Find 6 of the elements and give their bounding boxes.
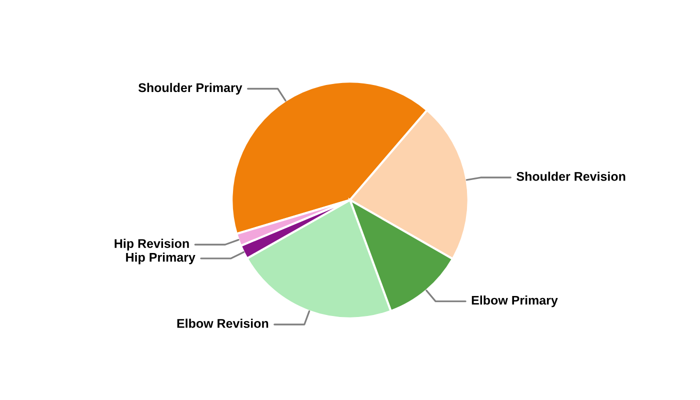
slice-label: Shoulder Revision: [516, 172, 626, 181]
slice-label: Elbow Revision: [177, 318, 268, 328]
slice-label: Hip Primary: [126, 252, 196, 264]
slice-label: Shoulder Primary: [138, 82, 242, 95]
slice-label: Elbow Primary: [472, 295, 558, 308]
slice-label: Hip Revision: [114, 238, 189, 250]
